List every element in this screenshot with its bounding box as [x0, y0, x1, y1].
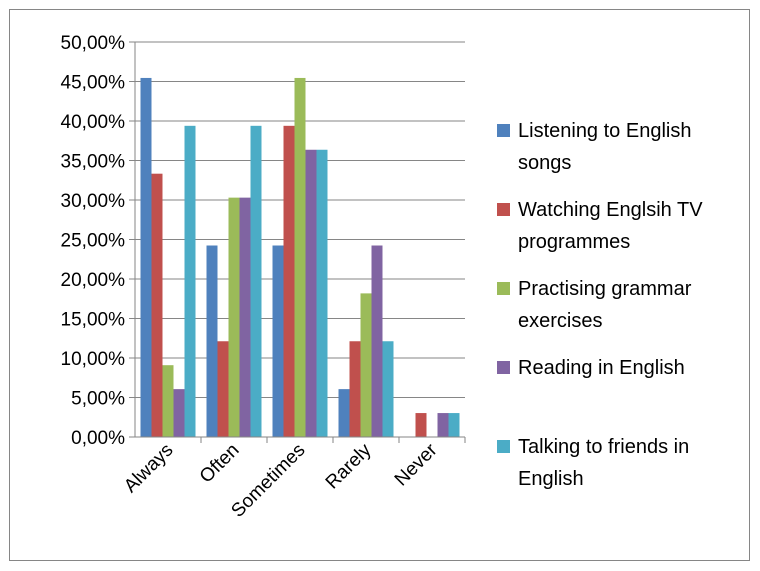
legend: Listening to English songs Watching Englsi… — [497, 120, 703, 490]
legend-swatch — [497, 440, 510, 453]
bar — [140, 77, 152, 437]
legend-swatch — [497, 361, 510, 374]
y-tick-label: 20,00% — [61, 270, 126, 291]
x-tick-label: Never — [391, 439, 442, 490]
x-tick-label: Rarely — [322, 439, 376, 493]
x-tick-label: Often — [196, 440, 244, 488]
bar — [239, 197, 251, 437]
axes — [129, 41, 466, 443]
bar — [371, 245, 383, 437]
bar — [206, 245, 218, 437]
legend-label: exercises — [518, 310, 602, 332]
bar — [283, 125, 295, 437]
bar — [173, 389, 185, 437]
y-tick-label: 40,00% — [61, 112, 126, 133]
legend-swatch — [497, 282, 510, 295]
legend-label: programmes — [518, 231, 630, 253]
legend-label: Listening to English — [518, 120, 691, 142]
legend-label: Reading in English — [518, 357, 685, 379]
bar — [250, 125, 262, 437]
legend-label: Watching Englsih TV — [518, 199, 703, 221]
y-tick-label: 0,00% — [71, 428, 125, 449]
bar — [272, 245, 284, 437]
y-tick-labels: 0,00% 5,00% 10,00% 15,00% 20,00% 25,00% 30,00%… — [61, 33, 126, 449]
y-tick-label: 45,00% — [61, 73, 126, 94]
bar — [151, 173, 163, 437]
legend-label: Talking to friends in — [518, 436, 689, 458]
bar — [305, 149, 317, 438]
bar — [217, 341, 229, 437]
y-tick-label: 50,00% — [61, 33, 126, 54]
legend-swatch — [497, 124, 510, 137]
bar — [437, 413, 449, 437]
bar — [448, 413, 460, 437]
bar — [316, 149, 328, 438]
bar — [162, 365, 174, 437]
bar — [349, 341, 361, 437]
y-tick-label: 5,00% — [71, 389, 125, 410]
bar — [294, 77, 306, 437]
y-tick-label: 30,00% — [61, 191, 126, 212]
legend-label: English — [518, 468, 584, 490]
bar — [415, 413, 427, 437]
y-tick-label: 35,00% — [61, 152, 126, 173]
x-tick-label: Always — [120, 440, 177, 497]
bars — [140, 77, 460, 438]
legend-label: Practising grammar — [518, 278, 692, 300]
y-tick-label: 25,00% — [61, 231, 126, 252]
bar — [360, 293, 372, 437]
legend-label: songs — [518, 152, 571, 174]
bar — [338, 389, 350, 437]
y-tick-label: 10,00% — [61, 349, 126, 370]
bar — [382, 341, 394, 437]
legend-swatch — [497, 203, 510, 216]
y-tick-label: 15,00% — [61, 310, 126, 331]
bar — [184, 125, 196, 437]
bar — [228, 197, 240, 437]
